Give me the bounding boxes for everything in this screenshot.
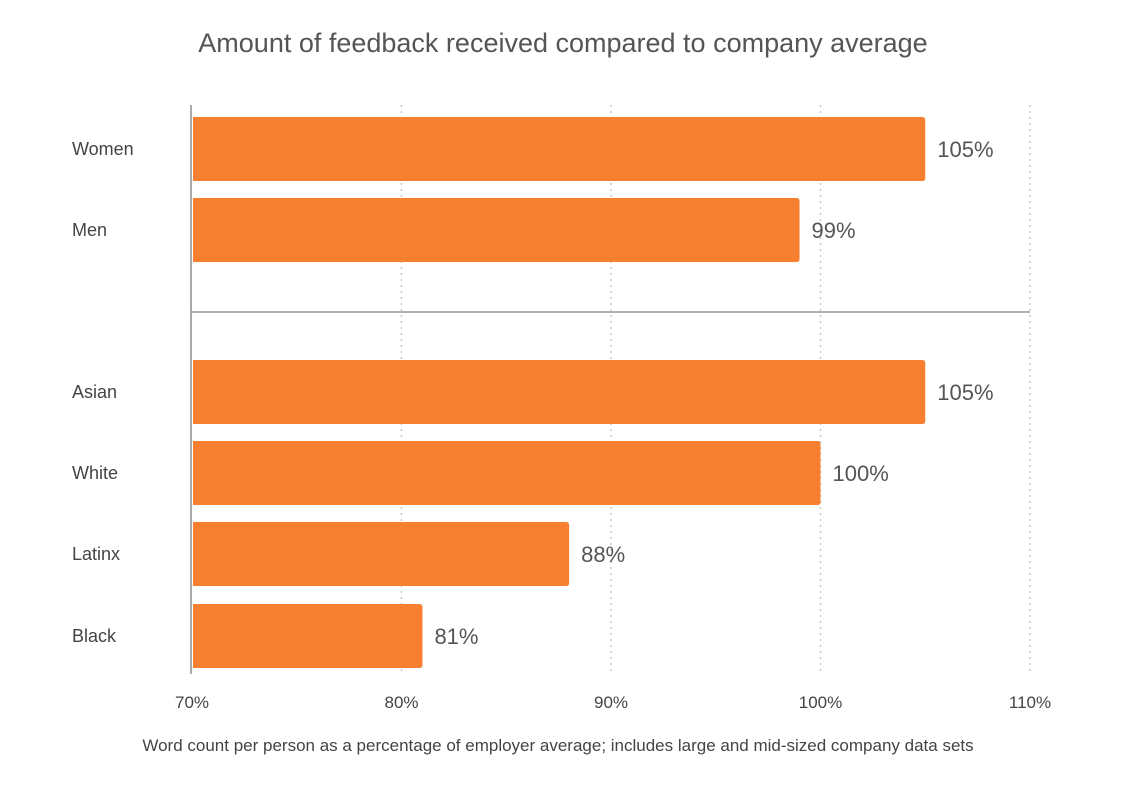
data-label: 100% [833,461,889,486]
category-label: Women [72,139,134,159]
chart-subtitle: Word count per person as a percentage of… [142,736,974,755]
data-label: 105% [937,137,993,162]
bar [193,522,570,586]
data-label: 81% [434,624,478,649]
data-label: 99% [812,218,856,243]
data-label: 88% [581,542,625,567]
category-label: White [72,463,118,483]
bar [193,360,926,424]
data-label: 105% [937,380,993,405]
bar [193,117,926,181]
x-tick-label: 110% [1009,693,1051,712]
category-label: Black [72,626,117,646]
x-tick-label: 90% [594,693,628,712]
chart-title: Amount of feedback received compared to … [198,28,928,58]
bar [193,198,800,262]
x-tick-label: 80% [384,693,418,712]
category-label: Latinx [72,544,120,564]
bar [193,441,821,505]
x-tick-label: 70% [175,693,209,712]
bar [193,604,423,668]
x-tick-label: 100% [799,693,842,712]
category-label: Men [72,220,107,240]
category-label: Asian [72,382,117,402]
